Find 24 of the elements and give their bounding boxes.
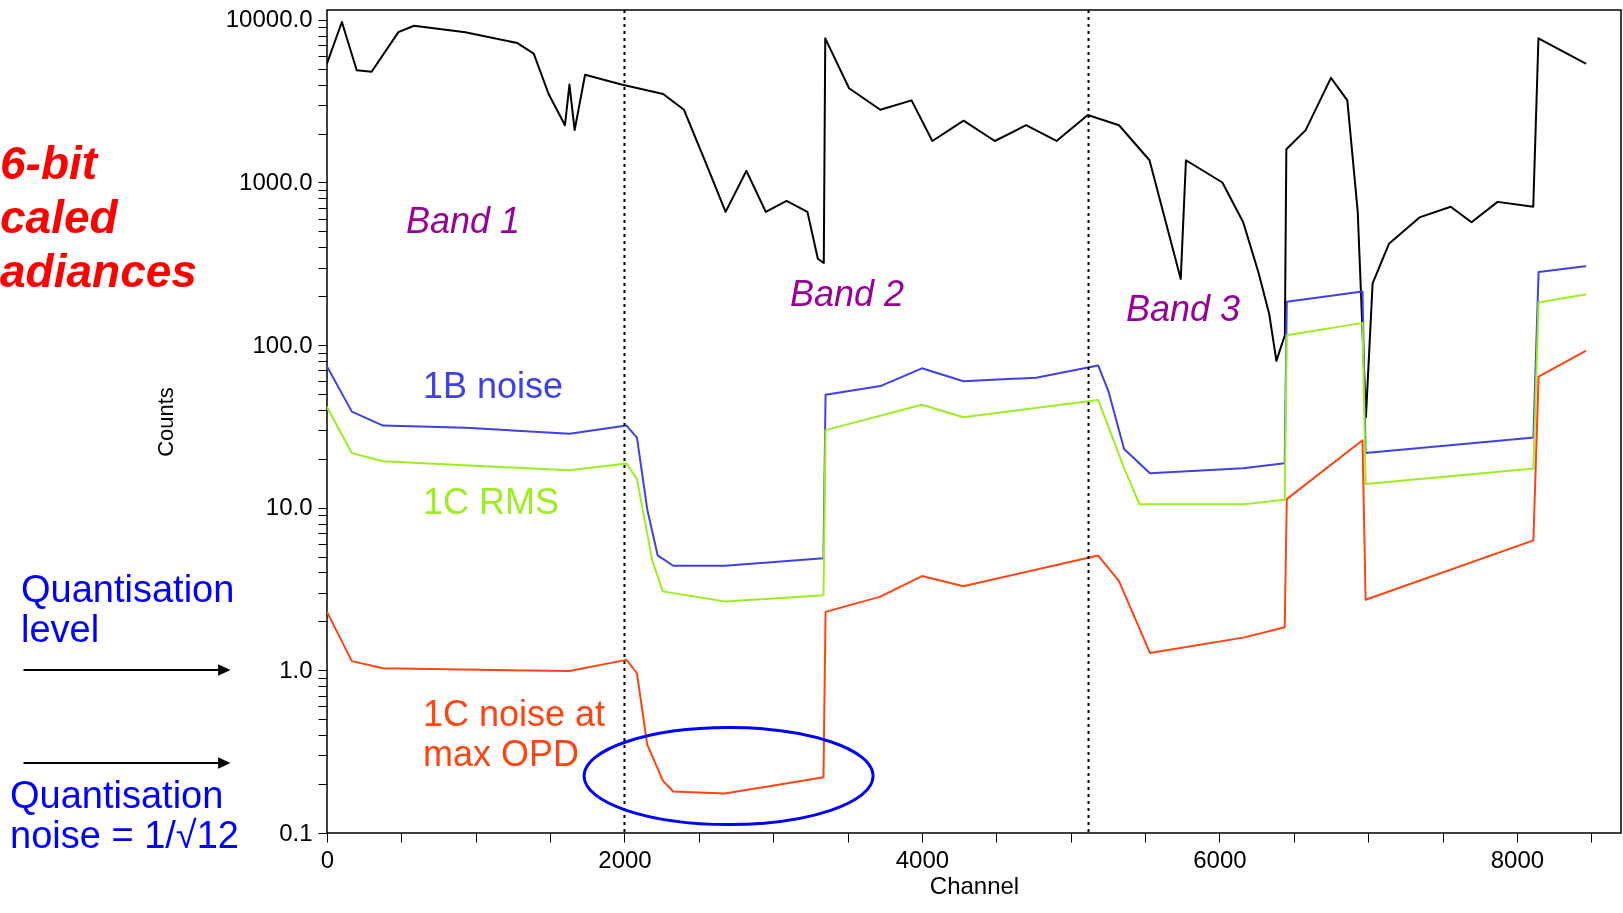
x-axis-title: Channel [929, 871, 1020, 899]
x-tick-label: 8000 [1490, 845, 1545, 873]
line-series [327, 350, 1587, 795]
y-axis-title: Counts [152, 387, 178, 457]
text: 6-bit caled adiances [0, 137, 197, 297]
series-label: 1B noise [422, 364, 564, 406]
annotation: Band 1 [405, 200, 521, 241]
y-tick-label: 100.0 [252, 330, 313, 358]
x-tick-label: 4000 [895, 845, 950, 873]
annotation: Band 3 [1125, 288, 1241, 329]
series-label: 1C RMS [422, 481, 559, 523]
y-tick-label: 0.1 [279, 818, 313, 846]
y-tick-label: 1.0 [279, 655, 313, 683]
annotation: Band 2 [789, 273, 905, 314]
x-tick-label: 6000 [1193, 845, 1247, 873]
y-tick-label: 10.0 [265, 493, 313, 521]
x-tick-label: 2000 [598, 845, 652, 873]
x-tick-label: 0 [320, 845, 335, 873]
text: Quantisation noise = 1/√12 [10, 774, 239, 856]
line-series [327, 265, 1587, 567]
text: Quantisation level [21, 568, 235, 650]
series-label: 1C noise at max OPD [422, 693, 606, 775]
y-tick-label: 10000.0 [225, 5, 313, 33]
y-tick-label: 1000.0 [239, 168, 313, 195]
